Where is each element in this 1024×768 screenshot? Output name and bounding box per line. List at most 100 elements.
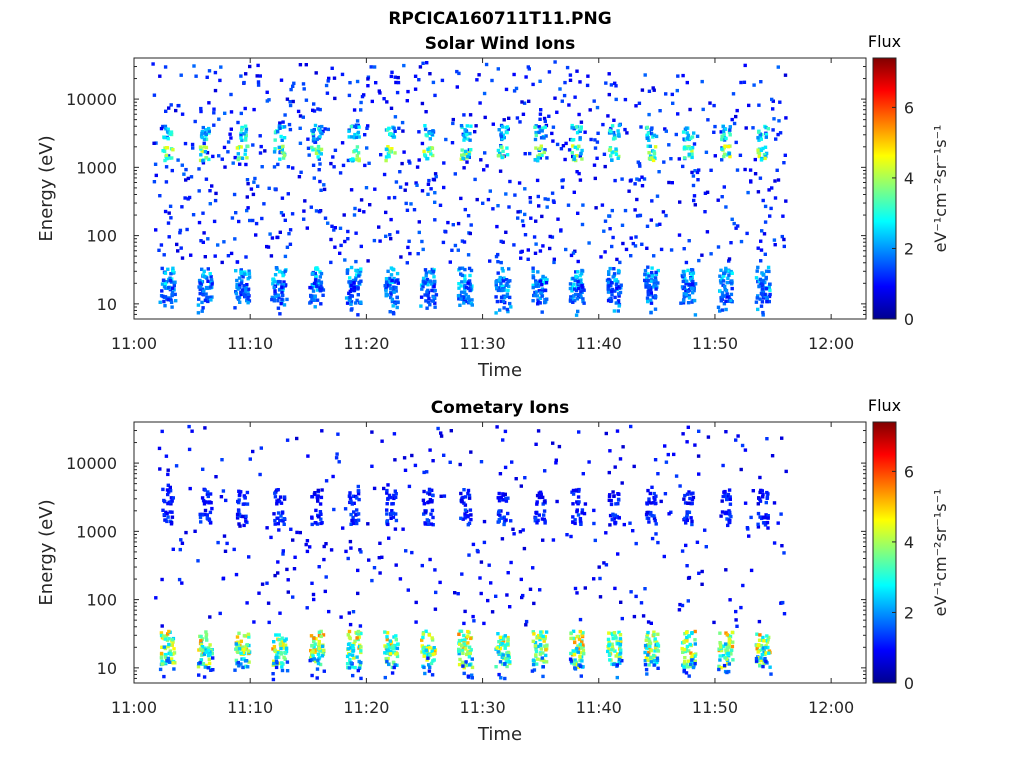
heatmap-cell [316, 107, 320, 111]
heatmap-cell [767, 188, 771, 192]
heatmap-cell [207, 517, 211, 521]
heatmap-cell [760, 300, 765, 304]
heatmap-cell [723, 656, 727, 660]
heatmap-cell [391, 133, 395, 137]
heatmap-cell [551, 441, 555, 445]
heatmap-cell [245, 502, 250, 506]
heatmap-cell [168, 485, 172, 490]
heatmap-cell [499, 131, 504, 135]
heatmap-cell [764, 151, 769, 156]
heatmap-cell [546, 197, 550, 202]
heatmap-cell [388, 639, 392, 643]
heatmap-cell [772, 541, 777, 545]
colorbar-tick-label: 0 [904, 310, 914, 329]
heatmap-cell [533, 251, 538, 255]
heatmap-cell [769, 206, 773, 211]
heatmap-cell [423, 153, 427, 157]
heatmap-cell [419, 295, 424, 299]
heatmap-cells [151, 60, 788, 317]
heatmap-cell [273, 130, 278, 134]
heatmap-cell [166, 501, 170, 506]
heatmap-cell [615, 663, 619, 667]
heatmap-cell [389, 74, 393, 79]
heatmap-cell [739, 239, 744, 244]
heatmap-cell [247, 269, 251, 273]
heatmap-cell [166, 492, 170, 497]
heatmap-cell [681, 130, 686, 134]
heatmap-cell [422, 502, 426, 506]
heatmap-cell [496, 252, 500, 257]
heatmap-cell [327, 609, 331, 614]
heatmap-cell [408, 161, 412, 165]
x-tick-label: 11:20 [343, 334, 389, 353]
heatmap-cell [632, 464, 636, 469]
heatmap-cell [310, 294, 314, 298]
heatmap-cell [457, 649, 461, 654]
heatmap-cell [611, 137, 616, 141]
heatmap-cell [388, 645, 393, 650]
heatmap-cell [469, 223, 473, 227]
heatmap-cell [309, 205, 313, 209]
heatmap-cell [393, 458, 397, 462]
heatmap-cell [287, 122, 292, 127]
heatmap-cell [481, 201, 485, 205]
heatmap-cell [568, 657, 573, 661]
heatmap-cell [462, 133, 466, 138]
heatmap-cell [459, 196, 463, 201]
heatmap-cell [615, 429, 620, 433]
heatmap-cell [543, 288, 547, 292]
heatmap-cell [670, 92, 674, 97]
heatmap-cell [440, 78, 445, 83]
heatmap-cell [465, 160, 469, 164]
heatmap-cell [697, 258, 701, 263]
heatmap-cell [239, 131, 243, 136]
heatmap-cell [718, 279, 723, 283]
heatmap-cell [761, 290, 765, 295]
heatmap-cell [571, 276, 575, 281]
heatmap-cell [390, 671, 395, 675]
heatmap-cell [633, 182, 637, 186]
heatmap-cell [538, 127, 542, 132]
heatmap-cell [606, 114, 610, 118]
heatmap-cell [503, 676, 507, 681]
heatmap-cell [470, 298, 474, 302]
heatmap-cell [497, 510, 501, 514]
heatmap-cell [502, 306, 506, 310]
heatmap-cell [461, 664, 465, 668]
heatmap-cell [608, 658, 612, 662]
heatmap-cell [578, 154, 582, 158]
colorbar-gradient [872, 421, 897, 684]
heatmap-cell [468, 113, 473, 117]
heatmap-cell [690, 658, 694, 662]
heatmap-cell [366, 77, 370, 81]
heatmap-cell [172, 647, 176, 651]
heatmap-cell [316, 150, 321, 154]
heatmap-cell [160, 429, 164, 434]
heatmap-cell [654, 501, 658, 505]
heatmap-cell [684, 292, 688, 297]
heatmap-cell [313, 271, 317, 276]
heatmap-cell [540, 310, 544, 314]
heatmap-cell [469, 648, 473, 652]
heatmap-cell [251, 192, 256, 197]
heatmap-cell [430, 638, 435, 642]
heatmap-cell [756, 190, 761, 194]
heatmap-cell [652, 514, 656, 518]
heatmap-cell [772, 238, 777, 242]
heatmap-cell [736, 434, 740, 438]
heatmap-cell [279, 301, 283, 306]
heatmap-cell [725, 280, 729, 285]
heatmap-cell [743, 63, 747, 68]
heatmap-cell [724, 288, 729, 293]
heatmap-cell [689, 516, 693, 520]
heatmap-cell [351, 644, 355, 648]
heatmap-cell [721, 654, 726, 658]
heatmap-cell [220, 260, 224, 265]
heatmap-cell [176, 158, 180, 162]
heatmap-cell [566, 203, 571, 207]
heatmap-cell [621, 241, 625, 246]
heatmap-cell [407, 484, 412, 489]
heatmap-cell [170, 290, 175, 295]
